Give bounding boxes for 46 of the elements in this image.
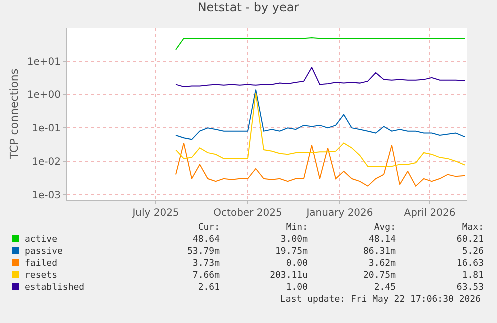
text: 0.00: [285, 258, 309, 270]
y-tick-label: 1e-01: [32, 124, 61, 135]
x-tick-label: July 2025: [132, 208, 180, 219]
text: 2.61: [197, 282, 221, 294]
text: 20.75m: [362, 270, 397, 282]
text: 5.26: [461, 246, 485, 258]
text: 16.63: [456, 258, 485, 270]
legend-label: resets: [24, 270, 59, 282]
text: 203.11u: [269, 270, 309, 282]
text: Avg:: [373, 222, 397, 234]
x-tick-label: January 2026: [306, 208, 374, 219]
line-series: [176, 89, 466, 140]
text: Max:: [461, 222, 485, 234]
legend-label: active: [24, 234, 59, 246]
line-series: [176, 142, 466, 187]
legend-label: failed: [24, 258, 59, 270]
text: 60.21: [456, 234, 485, 246]
line-series: [176, 92, 466, 168]
text: Last update: Fri May 22 17:06:30 2026: [280, 294, 481, 306]
text: 3.73m: [192, 258, 221, 270]
text: Min:: [285, 222, 309, 234]
y-tick-label: 1e+00: [27, 90, 61, 102]
y-tick-label: 1e-03: [32, 190, 61, 202]
text: 1.00: [285, 282, 309, 294]
x-tick-label: October 2025: [214, 208, 282, 219]
y-axis-title: TCP connections: [8, 68, 22, 160]
text: 2.45: [373, 282, 397, 294]
text: 3.00m: [280, 234, 309, 246]
text: 3.62m: [368, 258, 397, 270]
legend-label: established: [24, 282, 86, 294]
text: 1.81: [461, 270, 485, 282]
chart-title: Netstat - by year: [198, 0, 300, 15]
text: 48.14: [368, 234, 397, 246]
y-tick-label: 1e-02: [32, 156, 61, 168]
text: 53.79m: [186, 246, 221, 258]
text: 19.75m: [274, 246, 309, 258]
text: 86.31m: [362, 246, 397, 258]
line-series: [176, 67, 466, 88]
text: 48.64: [192, 234, 221, 246]
line-series: [176, 38, 466, 50]
text: 7.66m: [192, 270, 221, 282]
legend-label: passive: [24, 246, 64, 258]
x-tick-label: April 2026: [404, 208, 456, 219]
text: Cur:: [197, 222, 221, 234]
text: 63.53: [456, 282, 485, 294]
y-tick-label: 1e+01: [27, 56, 61, 68]
